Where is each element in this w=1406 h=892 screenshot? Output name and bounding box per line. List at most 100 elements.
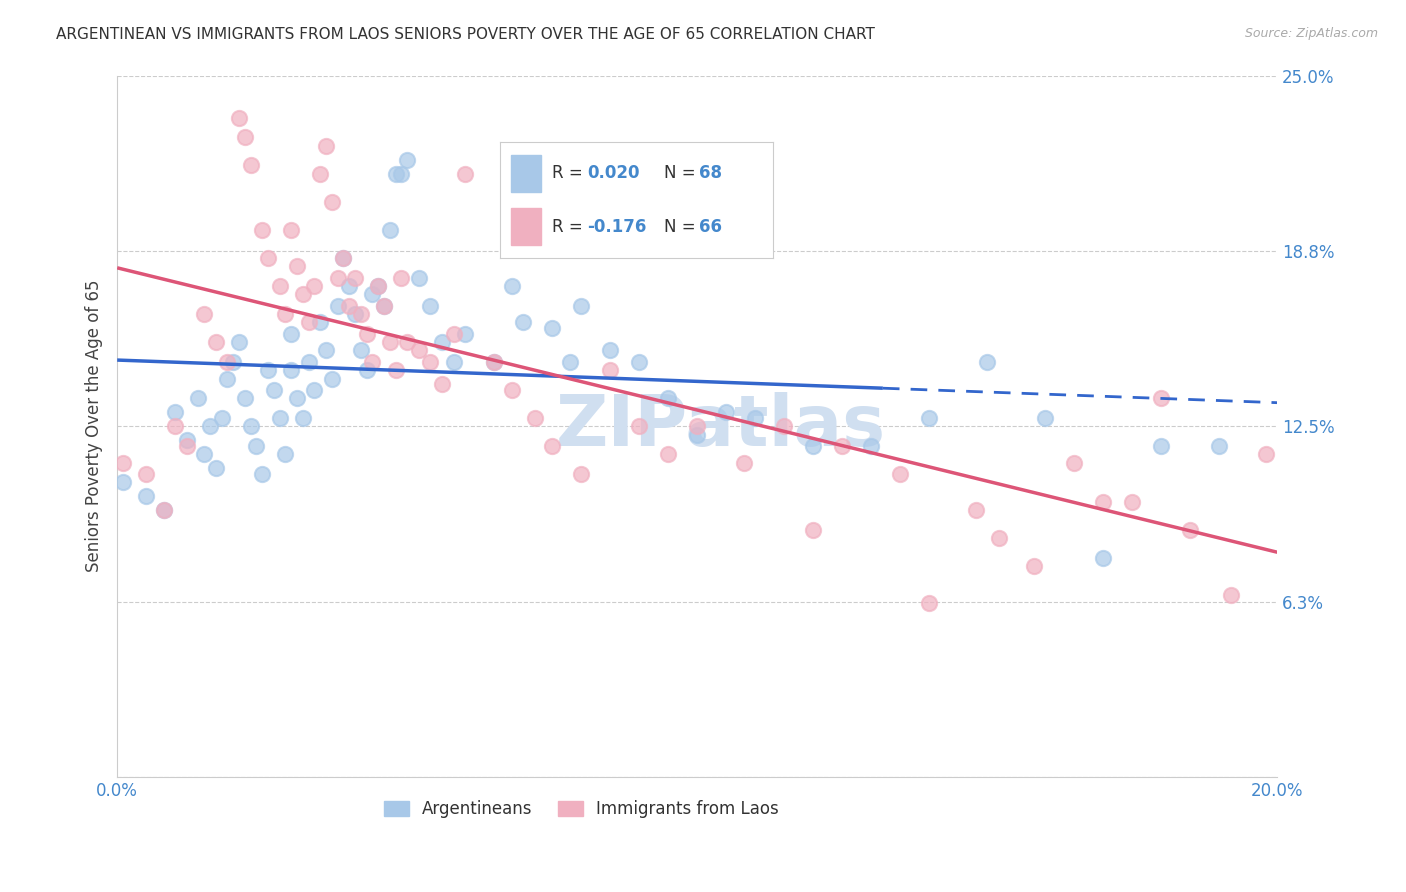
Point bbox=[657, 391, 679, 405]
Point bbox=[228, 334, 250, 349]
Point bbox=[599, 363, 621, 377]
Point bbox=[501, 383, 523, 397]
Text: ZIPatlas: ZIPatlas bbox=[555, 392, 886, 460]
Point bbox=[280, 363, 302, 377]
Point bbox=[250, 467, 273, 481]
Point bbox=[193, 307, 215, 321]
Point bbox=[378, 334, 401, 349]
Point bbox=[233, 391, 256, 405]
Point bbox=[356, 326, 378, 341]
Point bbox=[274, 447, 297, 461]
Point bbox=[291, 287, 314, 301]
Point bbox=[396, 334, 419, 349]
Point bbox=[280, 223, 302, 237]
Point bbox=[165, 405, 187, 419]
Point bbox=[211, 410, 233, 425]
Point bbox=[222, 354, 245, 368]
Point bbox=[657, 447, 679, 461]
Point bbox=[889, 467, 911, 481]
Point bbox=[343, 270, 366, 285]
Point bbox=[315, 138, 337, 153]
Point bbox=[1208, 439, 1230, 453]
Point bbox=[350, 307, 373, 321]
Point bbox=[773, 419, 796, 434]
Point bbox=[1022, 559, 1045, 574]
Point bbox=[135, 467, 157, 481]
Point bbox=[744, 410, 766, 425]
Point bbox=[361, 354, 384, 368]
Point bbox=[733, 456, 755, 470]
Point bbox=[541, 321, 564, 335]
Point bbox=[332, 251, 354, 265]
Point bbox=[176, 439, 198, 453]
Point bbox=[326, 299, 349, 313]
Point bbox=[965, 503, 987, 517]
Point bbox=[245, 439, 267, 453]
Point bbox=[257, 251, 280, 265]
Point bbox=[304, 383, 326, 397]
Point bbox=[187, 391, 209, 405]
Point bbox=[430, 334, 453, 349]
Point bbox=[217, 371, 239, 385]
Point bbox=[541, 439, 564, 453]
Point bbox=[686, 427, 709, 442]
Point bbox=[373, 299, 395, 313]
Point bbox=[165, 419, 187, 434]
Point bbox=[135, 489, 157, 503]
Legend: Argentineans, Immigrants from Laos: Argentineans, Immigrants from Laos bbox=[377, 793, 786, 824]
Point bbox=[396, 153, 419, 167]
Point bbox=[176, 434, 198, 448]
Point bbox=[976, 354, 998, 368]
Text: ARGENTINEAN VS IMMIGRANTS FROM LAOS SENIORS POVERTY OVER THE AGE OF 65 CORRELATI: ARGENTINEAN VS IMMIGRANTS FROM LAOS SENI… bbox=[56, 27, 875, 42]
Point bbox=[250, 223, 273, 237]
Point bbox=[512, 315, 534, 329]
Point bbox=[291, 410, 314, 425]
Point bbox=[111, 456, 134, 470]
Point bbox=[297, 315, 319, 329]
Point bbox=[1150, 439, 1173, 453]
Point bbox=[263, 383, 285, 397]
Point bbox=[918, 410, 941, 425]
Point bbox=[315, 343, 337, 358]
Point bbox=[430, 377, 453, 392]
Point bbox=[384, 167, 406, 181]
Text: Source: ZipAtlas.com: Source: ZipAtlas.com bbox=[1244, 27, 1378, 40]
Point bbox=[332, 251, 354, 265]
Point bbox=[1033, 410, 1056, 425]
Point bbox=[389, 167, 412, 181]
Point bbox=[228, 111, 250, 125]
Point bbox=[484, 354, 506, 368]
Point bbox=[373, 299, 395, 313]
Point bbox=[1254, 447, 1277, 461]
Point bbox=[419, 299, 441, 313]
Point bbox=[628, 354, 651, 368]
Point bbox=[337, 299, 360, 313]
Point bbox=[831, 439, 853, 453]
Point bbox=[408, 270, 430, 285]
Point bbox=[297, 354, 319, 368]
Point bbox=[860, 439, 883, 453]
Y-axis label: Seniors Poverty Over the Age of 65: Seniors Poverty Over the Age of 65 bbox=[86, 280, 103, 573]
Point bbox=[801, 523, 824, 537]
Point bbox=[198, 419, 221, 434]
Point bbox=[361, 287, 384, 301]
Point bbox=[269, 279, 291, 293]
Point bbox=[280, 326, 302, 341]
Point bbox=[443, 326, 465, 341]
Point bbox=[239, 158, 262, 172]
Point bbox=[193, 447, 215, 461]
Point bbox=[523, 410, 546, 425]
Point bbox=[501, 279, 523, 293]
Point bbox=[408, 343, 430, 358]
Point bbox=[285, 260, 308, 274]
Point bbox=[269, 410, 291, 425]
Point bbox=[204, 461, 226, 475]
Point bbox=[389, 270, 412, 285]
Point bbox=[569, 299, 592, 313]
Point bbox=[239, 419, 262, 434]
Point bbox=[443, 354, 465, 368]
Point bbox=[152, 503, 174, 517]
Point bbox=[257, 363, 280, 377]
Point bbox=[367, 279, 389, 293]
Point bbox=[599, 343, 621, 358]
